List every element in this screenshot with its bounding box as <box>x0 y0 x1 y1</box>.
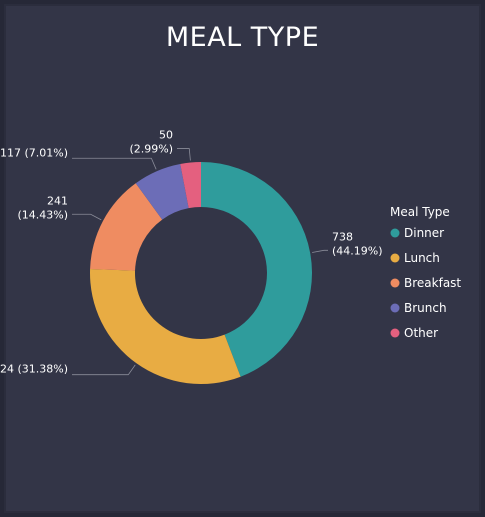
slice-other[interactable] <box>180 162 201 209</box>
legend-marker-dinner <box>390 228 400 238</box>
data-label-brunch: 117 (7.01%) <box>0 146 68 159</box>
data-label-breakfast: 241 <box>47 194 68 207</box>
legend-title: Meal Type <box>390 205 450 219</box>
leader-lines <box>72 148 328 376</box>
chart-panel <box>4 4 481 513</box>
slice-lunch[interactable] <box>90 269 241 385</box>
leader-line-lunch <box>72 364 136 376</box>
legend-item-dinner[interactable]: Dinner <box>390 226 445 240</box>
legend-label-breakfast: Breakfast <box>404 276 461 290</box>
legend-item-breakfast[interactable]: Breakfast <box>390 276 462 290</box>
donut-slices <box>90 162 313 385</box>
legend-marker-brunch <box>390 303 400 313</box>
legend-item-brunch[interactable]: Brunch <box>390 301 447 315</box>
leader-line-breakfast <box>72 213 102 221</box>
data-label-lunch: 524 (31.38%) <box>0 363 68 376</box>
legend-marker-lunch <box>390 253 400 263</box>
slice-breakfast[interactable] <box>90 183 163 271</box>
slice-brunch[interactable] <box>135 163 189 220</box>
leader-line-other <box>177 148 191 161</box>
data-labels: 738(44.19%) 524 (31.38%) 241(14.43%) 117 (7… <box>0 129 383 376</box>
legend: Meal Type Dinner Lunch Breakfast Brunch Other <box>390 205 461 340</box>
slice-dinner[interactable] <box>201 162 313 377</box>
legend-item-other[interactable]: Other <box>390 326 439 340</box>
data-label-dinner: (44.19%) <box>332 244 383 257</box>
legend-label-lunch: Lunch <box>404 251 440 265</box>
data-label-other: (2.99%) <box>129 143 173 156</box>
legend-label-dinner: Dinner <box>404 226 444 240</box>
leader-line-brunch <box>72 157 157 170</box>
legend-item-lunch[interactable]: Lunch <box>390 251 440 265</box>
data-label-other: 50 <box>159 129 173 142</box>
legend-label-other: Other <box>404 326 438 340</box>
legend-marker-other <box>390 328 400 338</box>
leader-line-dinner <box>312 249 328 253</box>
chart-title: MEAL TYPE <box>165 22 320 53</box>
legend-label-brunch: Brunch <box>404 301 447 315</box>
data-label-breakfast: (14.43%) <box>17 208 68 221</box>
legend-marker-breakfast <box>390 278 400 288</box>
data-label-dinner: 738 <box>332 230 353 243</box>
